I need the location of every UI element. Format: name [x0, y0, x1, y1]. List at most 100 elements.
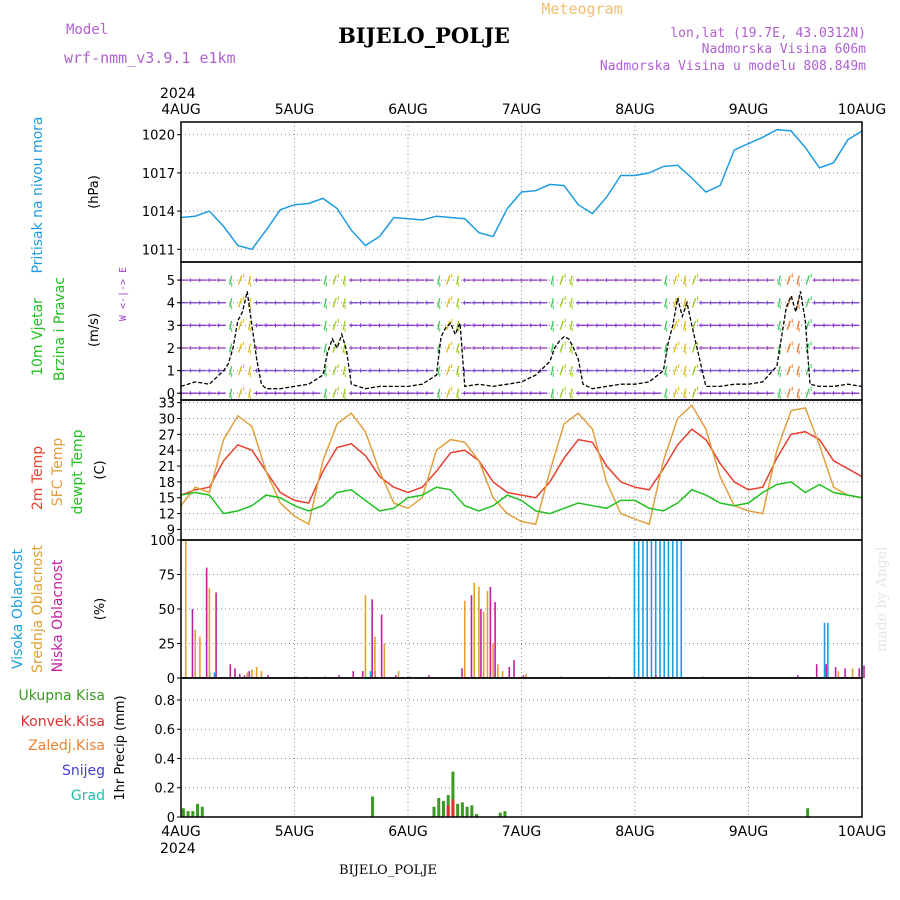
bar-clouds-2 — [380, 614, 383, 678]
bar-clouds-2 — [361, 671, 364, 678]
bar-precip-0 — [186, 811, 190, 817]
bar-precip-0 — [475, 814, 479, 817]
wind-arrow — [437, 365, 441, 376]
y-tick-label: 12 — [158, 508, 175, 523]
wind-arrow — [332, 320, 337, 331]
wind-arrow — [342, 275, 346, 285]
bar-clouds-0 — [676, 540, 678, 678]
bar-clouds-1 — [463, 600, 466, 678]
wind-arrow — [437, 320, 441, 330]
wind-arrow — [237, 320, 243, 331]
y-tick-label: 0.6 — [154, 723, 175, 738]
bar-clouds-2 — [395, 675, 397, 678]
bar-clouds-2 — [371, 599, 373, 678]
bar-clouds-1 — [486, 591, 489, 678]
wind-arrow — [446, 275, 451, 285]
bar-precip-0 — [460, 802, 464, 817]
bar-precip-0 — [456, 803, 460, 817]
bar-precip-0 — [191, 811, 195, 817]
bar-precip-0 — [200, 806, 204, 817]
y-tick-label: 0.4 — [154, 752, 175, 767]
wind-arrow — [342, 365, 346, 376]
wind-arrow — [569, 365, 573, 376]
model-name: wrf-nmm_v3.9.1 e1km — [64, 49, 236, 67]
bar-precip-0 — [806, 808, 810, 817]
bar-clouds-1 — [208, 588, 211, 678]
wind-arrow — [682, 343, 687, 353]
bar-precip-0 — [451, 771, 455, 817]
bar-precip-0 — [441, 800, 445, 817]
y-tick-label: 1 — [167, 365, 175, 380]
top-tick-label: 7AUG — [502, 102, 542, 118]
wind-arrow — [569, 298, 573, 308]
wind-arrow — [446, 297, 451, 308]
y-tick-label: 21 — [158, 460, 175, 475]
wind-arrow — [228, 320, 233, 330]
bar-precip-0 — [498, 812, 502, 817]
precip-legend-label: Ukupna Kisa — [18, 688, 105, 704]
precip-legend-label: Konvek.Kisa — [21, 714, 105, 730]
wind-arrow — [805, 320, 810, 331]
wind-arrow — [437, 388, 441, 398]
wind-arrow — [786, 275, 791, 285]
wind-arrow — [673, 275, 678, 285]
panel-label: Srednja Oblacnost — [30, 545, 46, 673]
wind-arrow — [550, 388, 554, 398]
wind-arrow — [228, 298, 233, 308]
bar-clouds-2 — [815, 664, 818, 678]
series-line-temperature-2 — [180, 481, 863, 515]
precip-legend-label: Grad — [71, 788, 105, 804]
credit-label: made by Angel — [874, 546, 890, 652]
bar-clouds-2 — [513, 660, 515, 678]
panel-label: 2m Temp — [30, 446, 46, 510]
wind-arrow — [437, 298, 441, 308]
series-line-temperature-1 — [180, 404, 863, 526]
bar-clouds-2 — [796, 675, 799, 678]
series-line-pressure-0 — [180, 128, 863, 251]
bar-clouds-2 — [352, 671, 355, 678]
bar-clouds-2 — [489, 586, 492, 678]
bar-precip-0 — [432, 806, 436, 817]
bar-clouds-1 — [194, 629, 196, 678]
wind-arrow — [796, 320, 800, 330]
wind-arrow — [805, 388, 810, 398]
y-tick-label: 0 — [167, 672, 175, 687]
wind-arrow — [237, 275, 243, 285]
panel-label: SFC Temp — [50, 438, 66, 507]
bar-precip-1 — [446, 805, 450, 817]
bar-clouds-1 — [501, 671, 504, 678]
bar-clouds-1 — [260, 671, 263, 678]
wind-arrow — [777, 298, 781, 308]
wind-arrow — [446, 365, 451, 376]
bar-clouds-1 — [199, 636, 201, 678]
bottom-year-label: 2024 — [160, 841, 196, 857]
y-tick-label: 75 — [158, 569, 175, 584]
bar-clouds-1 — [473, 582, 476, 678]
bar-clouds-2 — [480, 609, 482, 678]
wind-arrow — [550, 275, 554, 285]
wind-arrow — [550, 298, 554, 308]
bar-clouds-0 — [667, 540, 670, 678]
wind-arrow — [691, 388, 697, 398]
bottom-tick-label: 8AUG — [615, 824, 655, 840]
unit-label: (C) — [93, 460, 108, 479]
bar-clouds-1 — [397, 671, 400, 678]
wind-arrow — [777, 365, 781, 376]
y-tick-label: 18 — [158, 476, 175, 491]
y-tick-label: 27 — [158, 428, 175, 443]
bar-clouds-2 — [191, 609, 194, 678]
bar-clouds-0 — [663, 540, 666, 678]
panel-frame — [180, 677, 863, 818]
wind-arrow — [682, 298, 687, 308]
bar-clouds-0 — [637, 540, 640, 678]
bar-clouds-0 — [369, 671, 372, 678]
bar-clouds-2 — [494, 602, 496, 678]
bar-clouds-0 — [827, 622, 829, 678]
wind-arrow — [446, 343, 451, 353]
bar-clouds-2 — [243, 675, 246, 678]
bar-precip-0 — [196, 803, 200, 817]
wind-arrow — [228, 275, 233, 285]
bar-clouds-0 — [823, 622, 826, 678]
bottom-tick-label: 9AUG — [729, 824, 769, 840]
